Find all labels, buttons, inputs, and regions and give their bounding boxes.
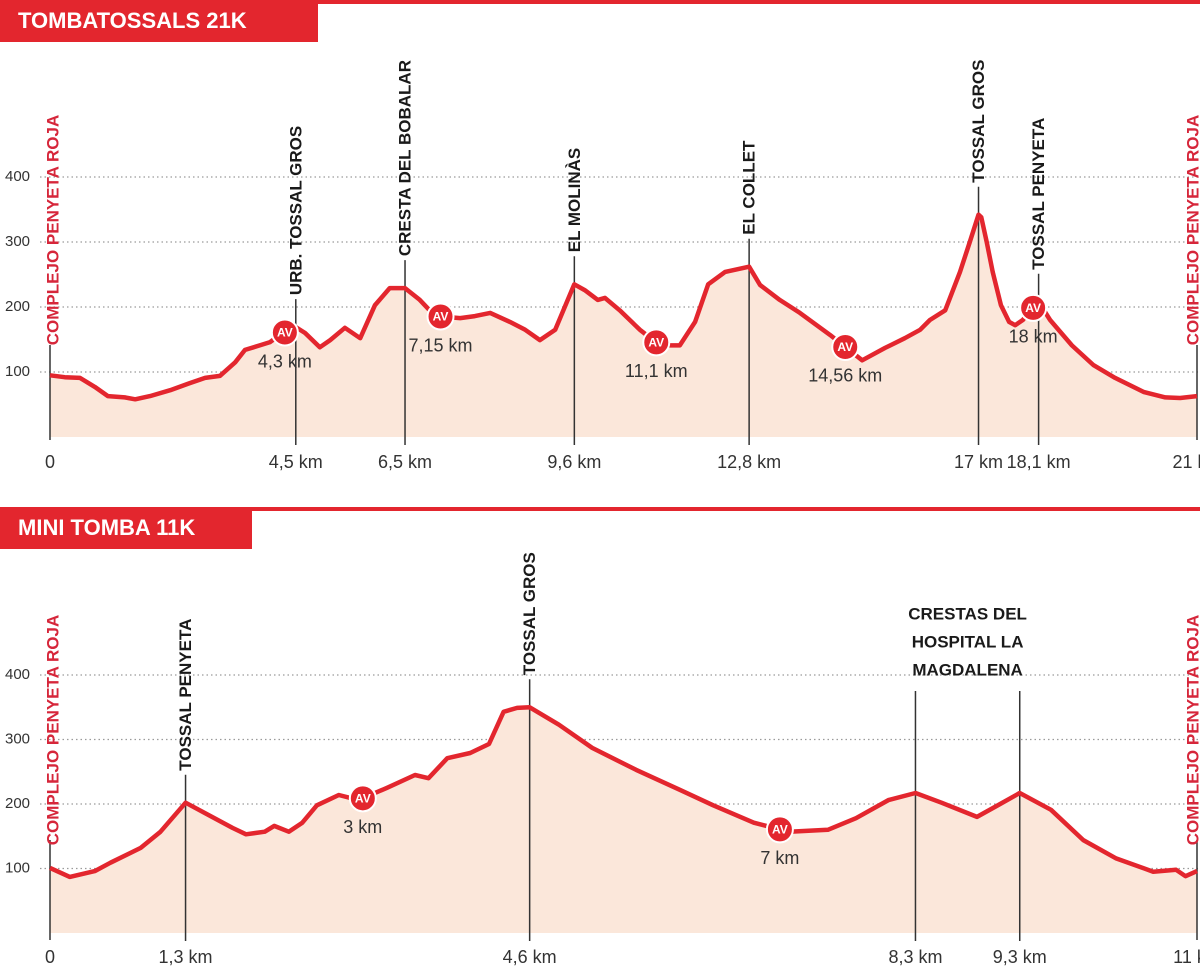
aid-station (831, 332, 860, 361)
landmark-label: TOSSAL GROS (969, 60, 988, 183)
aid-station (426, 302, 455, 331)
x-tick-label: 8,3 km (888, 947, 942, 967)
elevation-area (50, 707, 1197, 933)
x-tick-label: 4,6 km (503, 947, 557, 967)
x-tick-label: 11 km (1173, 947, 1200, 967)
aid-station-label: 11,1 km (625, 361, 688, 381)
aid-station-label: 14,56 km (808, 366, 882, 386)
x-tick-label: 18,1 km (1007, 452, 1071, 472)
chart-title: MINI TOMBA 11K (18, 515, 195, 540)
title-box (0, 507, 252, 549)
landmark-label: CRESTA DEL BOBALAR (396, 60, 415, 256)
x-tick-label: 0 (45, 947, 55, 967)
x-tick-label: 0 (45, 452, 55, 472)
endpoint-label: COMPLEJO PENYETA ROJA (1183, 615, 1200, 845)
elevation-line (49, 705, 1198, 880)
x-tick-label: 17 km (954, 452, 1003, 472)
aid-symbol: AV (1025, 301, 1041, 315)
chart-title: TOMBATOSSALS 21K (18, 8, 247, 33)
landmark-label: TOSSAL PENYETA (176, 619, 195, 771)
aid-symbol: AV (772, 823, 788, 837)
aid-station-label: 7 km (760, 848, 799, 868)
x-tick-label: 9,3 km (993, 947, 1047, 967)
elevation-area (50, 214, 1197, 437)
landmark-label: EL MOLINÀS (565, 148, 584, 253)
aid-station-label: 4,3 km (258, 351, 312, 371)
aid-symbol: AV (837, 340, 853, 354)
y-tick-label: 100 (5, 363, 30, 380)
y-tick-label: 300 (5, 233, 30, 250)
aid-station (1019, 293, 1048, 322)
title-rule (0, 0, 1200, 4)
y-tick-label: 200 (5, 795, 30, 812)
aid-station (642, 328, 671, 357)
aid-station (270, 318, 299, 347)
landmark-label: URB. TOSSAL GROS (286, 126, 305, 295)
landmark-label: HOSPITAL LA (912, 632, 1024, 651)
landmark-label: CRESTAS DEL (908, 604, 1027, 623)
x-tick-label: 12,8 km (717, 452, 781, 472)
y-tick-label: 300 (5, 730, 30, 747)
endpoint-label: COMPLEJO PENYETA ROJA (43, 115, 62, 345)
x-tick-label: 9,6 km (547, 452, 601, 472)
title-rule (0, 507, 1200, 511)
aid-symbol: AV (355, 791, 371, 805)
x-tick-label: 6,5 km (378, 452, 432, 472)
elevation-line (49, 212, 1198, 402)
aid-station-label: 18 km (1009, 327, 1058, 347)
aid-station (765, 815, 794, 844)
y-tick-label: 400 (5, 666, 30, 683)
aid-symbol: AV (277, 326, 293, 340)
aid-station-label: 3 km (343, 817, 382, 837)
y-tick-label: 100 (5, 859, 30, 876)
title-box (0, 0, 318, 42)
x-tick-label: 1,3 km (159, 947, 213, 967)
x-tick-label: 21 km (1172, 452, 1200, 472)
landmark-label: EL COLLET (740, 140, 759, 235)
endpoint-label: COMPLEJO PENYETA ROJA (1183, 115, 1200, 345)
y-tick-label: 400 (5, 168, 30, 185)
landmark-label: MAGDALENA (912, 660, 1023, 679)
landmark-label: TOSSAL PENYETA (1029, 118, 1048, 270)
endpoint-label: COMPLEJO PENYETA ROJA (43, 615, 62, 845)
aid-symbol: AV (648, 336, 664, 350)
aid-symbol: AV (433, 310, 449, 324)
y-tick-label: 200 (5, 298, 30, 315)
landmark-label: TOSSAL GROS (520, 552, 539, 675)
x-tick-label: 4,5 km (269, 452, 323, 472)
aid-station (348, 784, 377, 813)
aid-station-label: 7,15 km (409, 335, 473, 355)
